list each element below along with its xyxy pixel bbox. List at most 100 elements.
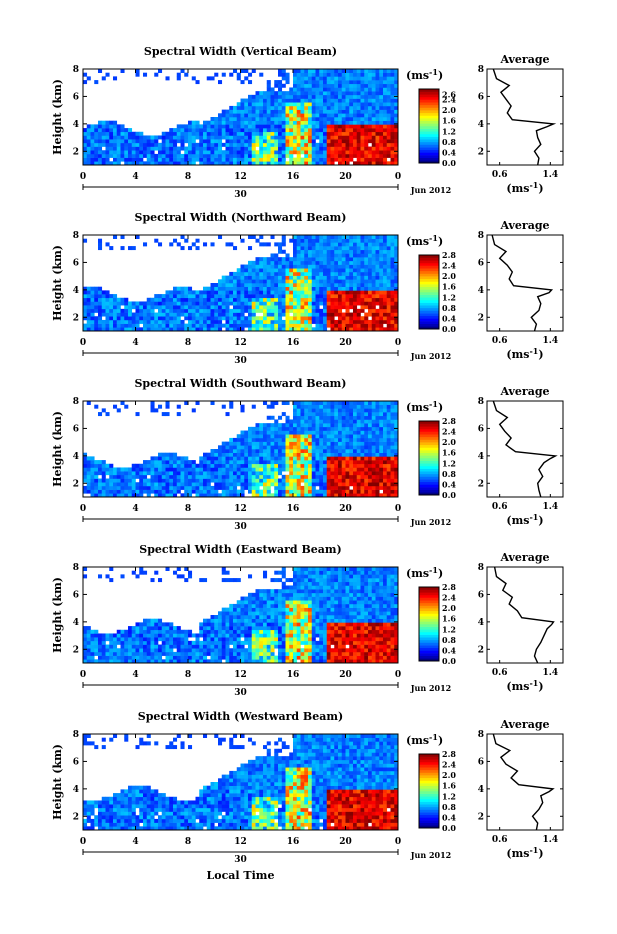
avg-y-tick-label: 6	[478, 424, 484, 434]
heatmap-cell	[357, 490, 361, 494]
heatmap-cell	[323, 294, 327, 298]
panel-4: Spectral Width (Eastward Beam)2468Height…	[51, 543, 563, 698]
heatmap-cell	[252, 479, 256, 483]
heatmap-cell	[109, 313, 113, 317]
heatmap-cell	[316, 272, 320, 276]
heatmap-cell	[229, 324, 233, 328]
heatmap-cell	[364, 246, 368, 250]
heatmap-cell	[259, 467, 263, 471]
heatmap-cell	[241, 158, 245, 162]
colorbar-swatch	[419, 139, 439, 142]
heatmap-cell	[349, 313, 353, 317]
heatmap-cell	[342, 453, 346, 457]
heatmap-cell	[218, 320, 222, 324]
heatmap-cell	[121, 128, 125, 132]
heatmap-cell	[372, 486, 376, 490]
heatmap-cell	[102, 641, 106, 645]
heatmap-cell	[357, 117, 361, 121]
heatmap-cell	[308, 124, 312, 128]
heatmap-cell	[263, 479, 267, 483]
heatmap-cell	[252, 305, 256, 309]
heatmap-cell	[237, 268, 241, 272]
heatmap-cell	[158, 150, 162, 154]
heatmap-cell	[338, 239, 342, 243]
heatmap-cell	[301, 117, 305, 121]
heatmap-cell	[342, 449, 346, 453]
heatmap-cell	[143, 305, 147, 309]
heatmap-cell	[282, 486, 286, 490]
heatmap-cell	[301, 265, 305, 269]
heatmap-cell	[286, 91, 290, 95]
heatmap-cell	[241, 139, 245, 143]
heatmap-cell	[376, 419, 380, 423]
heatmap-cell	[372, 261, 376, 265]
avg-y-tick-label: 4	[478, 120, 484, 130]
heatmap-cell	[207, 464, 211, 468]
heatmap-cell	[327, 154, 331, 158]
heatmap-cell	[207, 143, 211, 147]
heatmap-cell	[83, 460, 87, 464]
heatmap-cell	[308, 431, 312, 435]
heatmap-cell	[353, 301, 357, 305]
heatmap-cell	[241, 431, 245, 435]
heatmap-cell	[278, 467, 282, 471]
heatmap-cell	[256, 320, 260, 324]
heatmap-cell	[383, 456, 387, 460]
heatmap-cell	[282, 143, 286, 147]
heatmap-cell	[87, 482, 91, 486]
heatmap-cell	[166, 150, 170, 154]
heatmap-cell	[199, 139, 203, 143]
heatmap-cell	[173, 147, 177, 151]
heatmap-cell	[192, 309, 196, 313]
heatmap-cell	[353, 305, 357, 309]
heatmap-cell	[102, 486, 106, 490]
heatmap-cell	[199, 132, 203, 136]
heatmap-cell	[353, 320, 357, 324]
colorbar-swatch	[419, 113, 439, 116]
heatmap-cell	[233, 135, 237, 139]
heatmap-cell	[338, 128, 342, 132]
heatmap-cell	[203, 132, 207, 136]
heatmap-cell	[361, 250, 365, 254]
heatmap-cell	[293, 309, 297, 313]
heatmap-cell	[263, 150, 267, 154]
heatmap-cell	[94, 486, 98, 490]
heatmap-cell	[368, 154, 372, 158]
heatmap-cell	[304, 320, 308, 324]
heatmap-cell	[357, 268, 361, 272]
heatmap-cell	[256, 475, 260, 479]
heatmap-cell	[263, 110, 267, 114]
heatmap-cell	[181, 69, 185, 73]
heatmap-cell	[278, 272, 282, 276]
heatmap-cell	[113, 486, 117, 490]
heatmap-cell	[361, 73, 365, 77]
heatmap-cell	[334, 412, 338, 416]
heatmap-cell	[147, 154, 151, 158]
heatmap-cell	[282, 91, 286, 95]
heatmap-cell	[184, 460, 188, 464]
heatmap-cell	[263, 460, 267, 464]
heatmap-cell	[248, 283, 252, 287]
heatmap-cell	[128, 486, 132, 490]
heatmap-cell	[331, 283, 335, 287]
heatmap-cell	[248, 305, 252, 309]
heatmap-cell	[301, 95, 305, 99]
heatmap-cell	[222, 309, 226, 313]
heatmap-cell	[346, 453, 350, 457]
heatmap-cell	[391, 128, 395, 132]
heatmap-cell	[368, 438, 372, 442]
heatmap-cell	[109, 143, 113, 147]
heatmap-cell	[353, 486, 357, 490]
heatmap-cell	[139, 641, 143, 645]
heatmap-cell	[364, 419, 368, 423]
heatmap-cell	[244, 445, 248, 449]
heatmap-cell	[308, 324, 312, 328]
heatmap-cell	[132, 633, 136, 637]
heatmap-cell	[226, 475, 230, 479]
heatmap-cell	[83, 567, 87, 571]
heatmap-cell	[372, 283, 376, 287]
colorbar-swatch	[419, 145, 439, 148]
heatmap-cell	[364, 290, 368, 294]
heatmap-cell	[297, 290, 301, 294]
heatmap-cell	[323, 320, 327, 324]
